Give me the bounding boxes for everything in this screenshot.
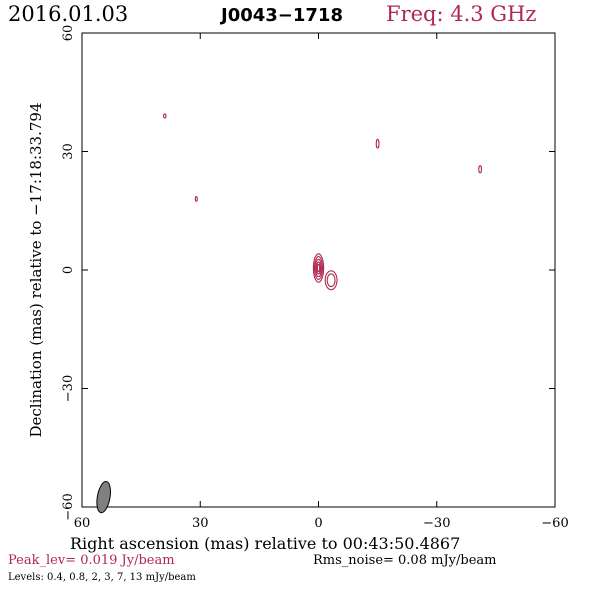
contour-levels-label: Levels: 0.4, 0.8, 2, 3, 7, 13 mJy/beam bbox=[8, 572, 196, 583]
x-tick-label: 0 bbox=[314, 516, 322, 531]
contour-ring bbox=[314, 256, 323, 281]
contour-ring bbox=[478, 165, 483, 174]
y-axis-label: Declination (mas) relative to −17:18:33.… bbox=[27, 102, 45, 438]
observation-date: 2016.01.03 bbox=[8, 2, 129, 26]
frequency-label: Freq: 4.3 GHz bbox=[386, 2, 537, 26]
source-name: J0043−1718 bbox=[221, 5, 343, 26]
x-tick-label: −30 bbox=[423, 516, 450, 531]
contour-ring bbox=[314, 258, 323, 278]
y-tick-label: −60 bbox=[61, 493, 76, 520]
contour-ring bbox=[316, 263, 321, 273]
y-tick-label: 30 bbox=[61, 143, 76, 160]
x-tick-label: −60 bbox=[541, 516, 568, 531]
beam-ellipse bbox=[96, 481, 111, 514]
contour-ring bbox=[163, 113, 167, 119]
contour-ring bbox=[326, 273, 336, 288]
x-axis-label: Right ascension (mas) relative to 00:43:… bbox=[70, 534, 461, 553]
peak-level-label: Peak_lev= 0.019 Jy/beam bbox=[8, 553, 175, 568]
contour-ring bbox=[312, 253, 325, 283]
x-tick-label: 30 bbox=[192, 516, 209, 531]
y-tick-label: 0 bbox=[61, 266, 76, 274]
x-tick-label: 60 bbox=[74, 516, 91, 531]
y-tick-label: 60 bbox=[61, 25, 76, 42]
y-tick-label: −30 bbox=[61, 375, 76, 402]
contour-ring bbox=[375, 138, 380, 149]
plot-frame bbox=[81, 32, 556, 508]
contour-ring bbox=[315, 261, 322, 275]
rms-noise-label: Rms_noise= 0.08 mJy/beam bbox=[313, 553, 497, 568]
contour-ring bbox=[194, 195, 198, 202]
contour-ring bbox=[324, 270, 338, 291]
